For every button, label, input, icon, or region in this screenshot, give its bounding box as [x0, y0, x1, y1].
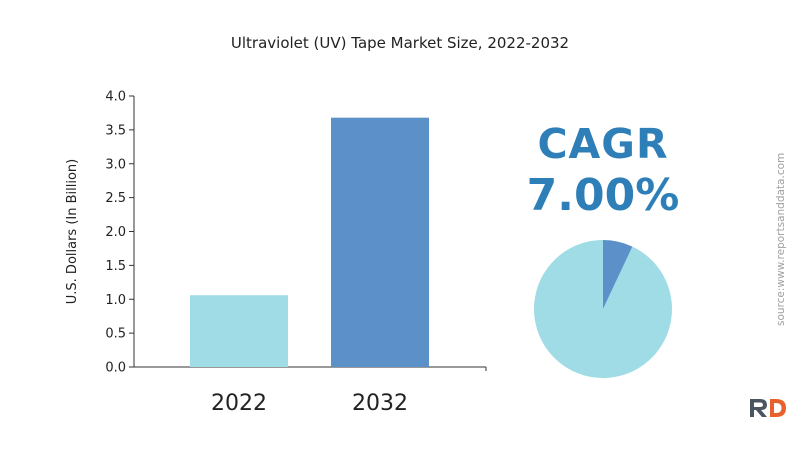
y-tick-label: 3.5	[105, 123, 126, 138]
pie-slice-cagr	[603, 240, 633, 309]
cagr-value: 7.00%	[526, 170, 680, 221]
y-tick-label: 1.5	[105, 259, 126, 274]
chart-title: Ultraviolet (UV) Tape Market Size, 2022-…	[230, 34, 570, 52]
y-tick-label: 2.0	[105, 225, 126, 240]
y-tick-label: 0.5	[105, 327, 126, 342]
bar-2022	[190, 295, 288, 367]
y-axis-label: U.S. Dollars (In Billion)	[65, 159, 80, 304]
x-tick-label: 2022	[211, 391, 267, 416]
y-tick-label: 4.0	[105, 90, 126, 105]
source-text: source:www.reportsanddata.com	[775, 152, 787, 326]
y-tick-label: 0.0	[105, 361, 126, 376]
y-tick-label: 2.5	[105, 191, 126, 206]
cagr-label: CAGR	[537, 120, 669, 168]
y-tick-label: 1.0	[105, 293, 126, 308]
reportsanddata-logo-icon	[750, 399, 786, 417]
x-tick-label: 2032	[352, 391, 408, 416]
y-tick-label: 3.0	[105, 157, 126, 172]
bar-2032	[331, 117, 429, 368]
